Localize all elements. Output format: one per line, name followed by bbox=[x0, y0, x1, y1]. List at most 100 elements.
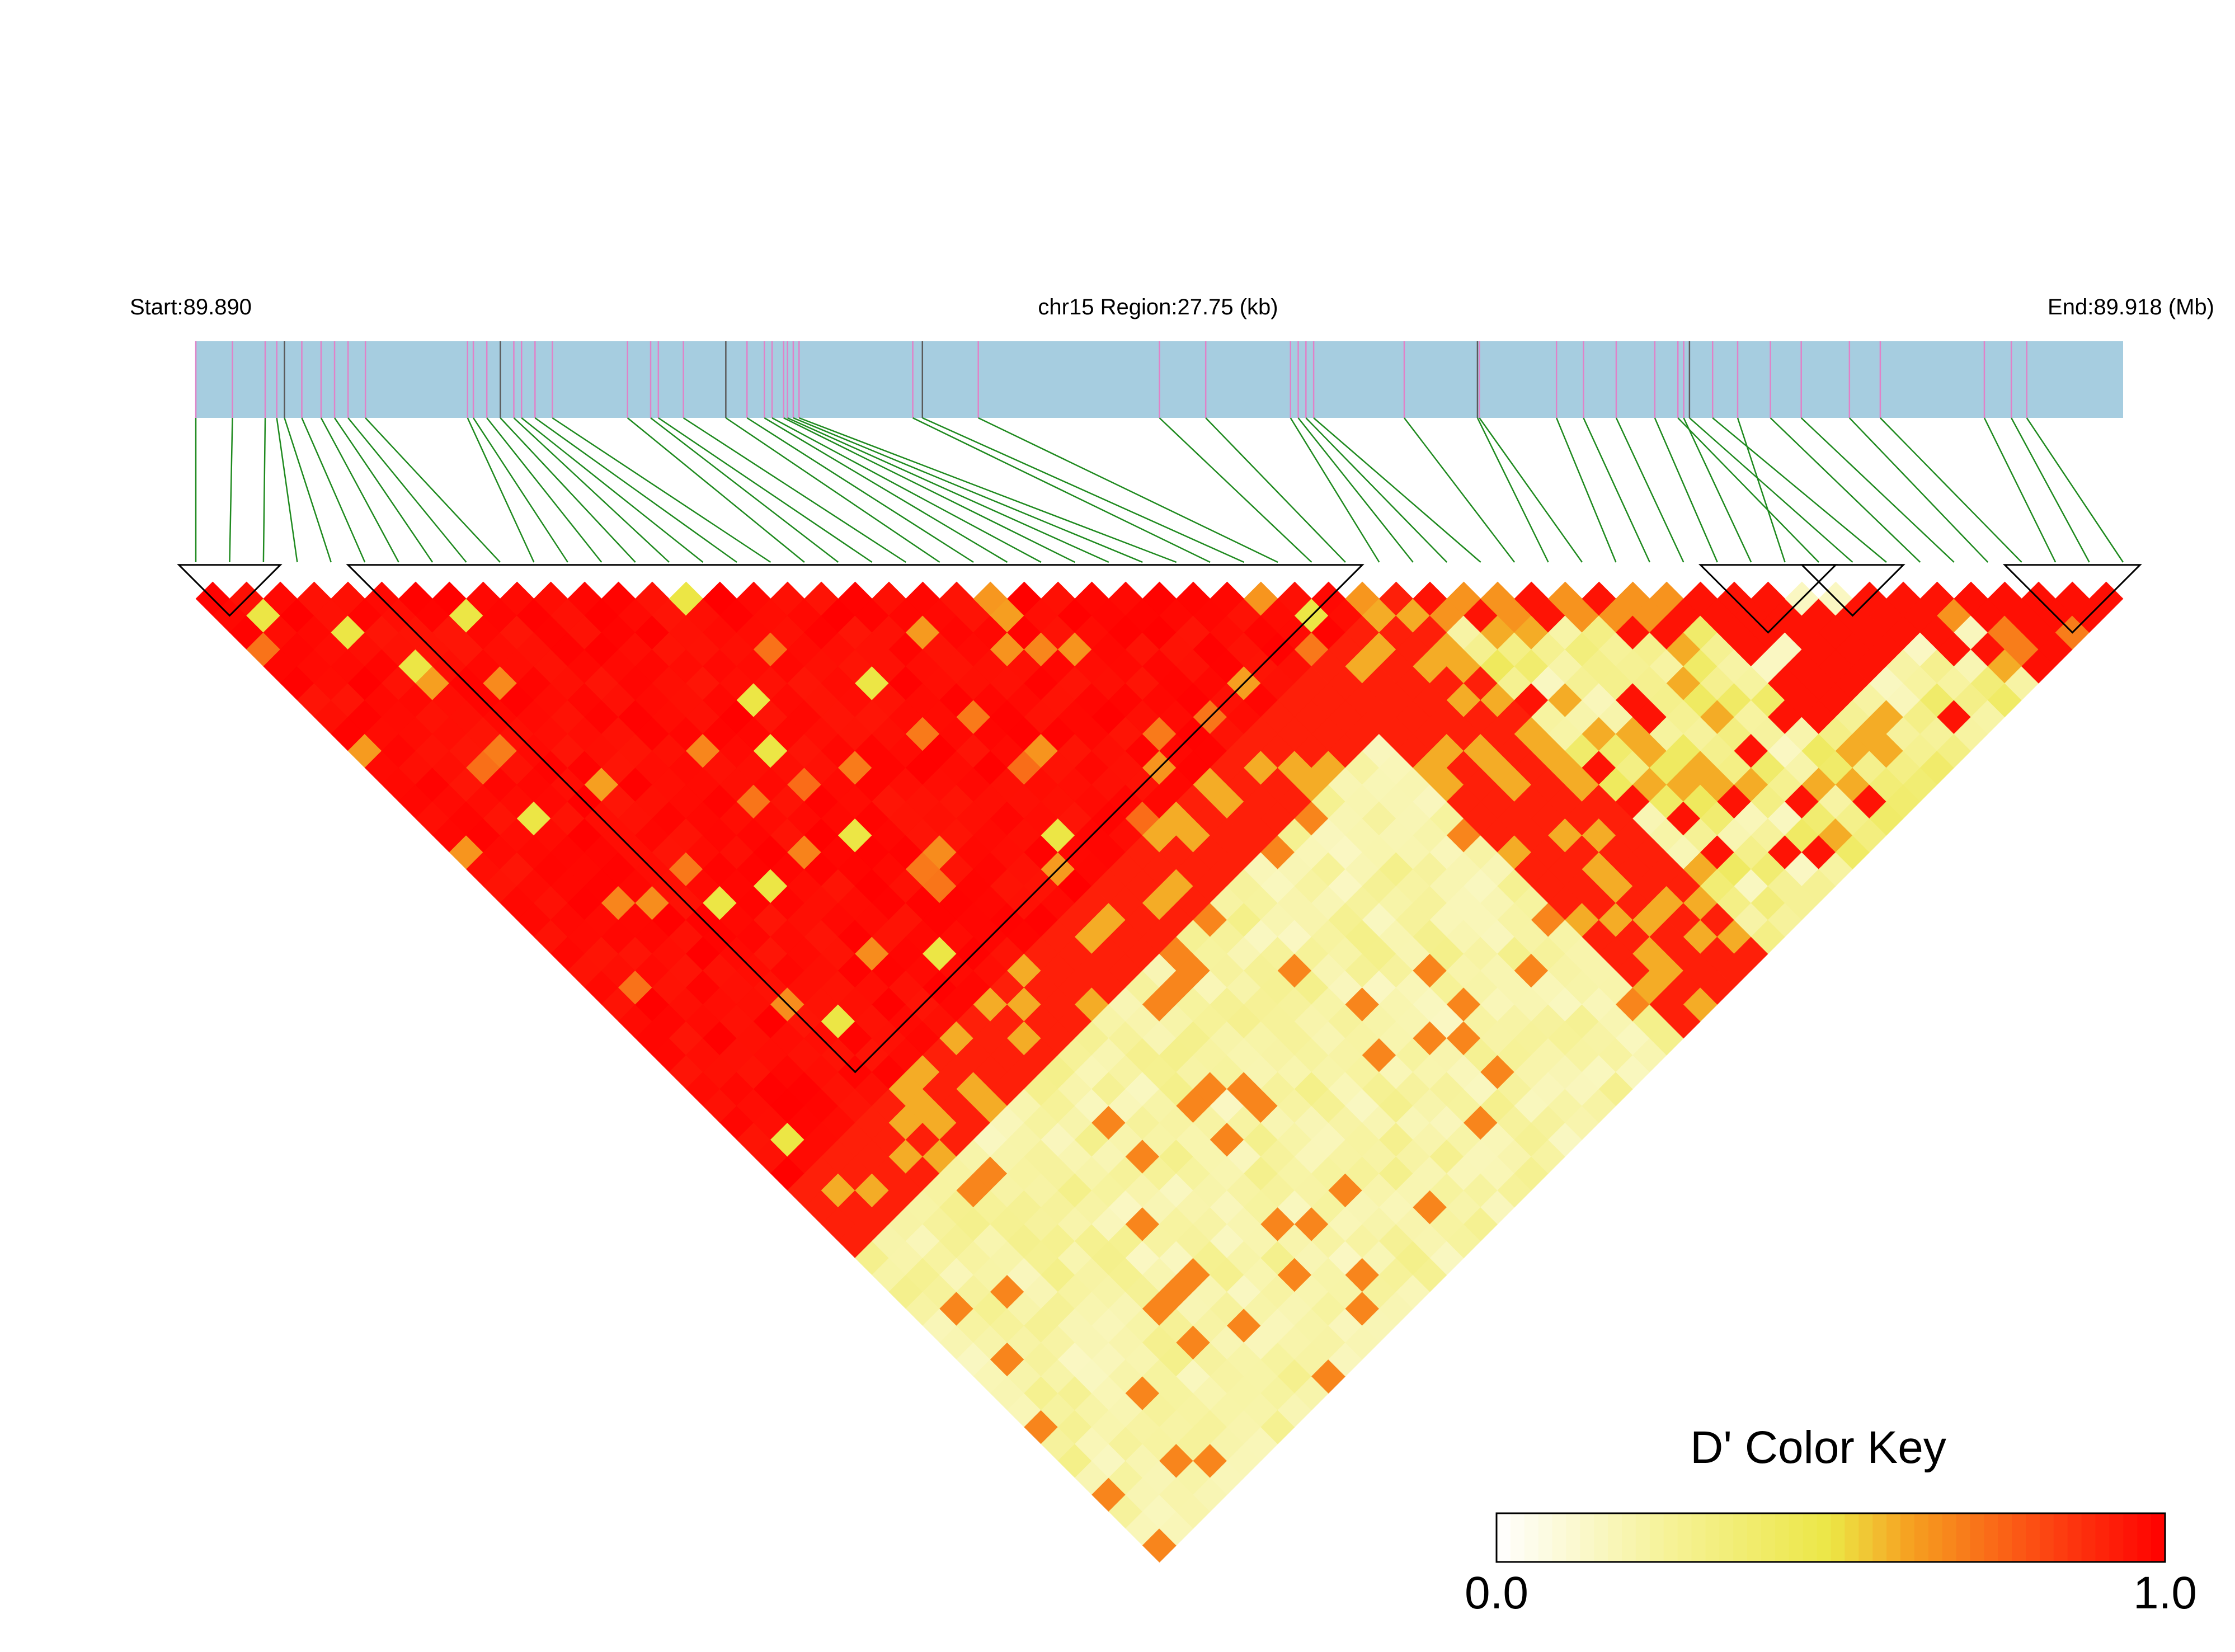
ld-heatmap bbox=[195, 581, 2124, 1563]
snp-connector bbox=[1313, 417, 1481, 563]
snp-connector bbox=[1615, 417, 1685, 563]
end-label: End:89.918 (Mb) bbox=[2048, 295, 2214, 319]
region-label: chr15 Region:27.75 (kb) bbox=[1038, 295, 1278, 319]
color-key-swatch bbox=[1761, 1513, 1776, 1562]
color-key-swatch bbox=[1608, 1513, 1622, 1562]
color-key-swatch bbox=[1524, 1513, 1539, 1562]
snp-connector bbox=[1205, 417, 1346, 563]
color-key-swatch bbox=[1886, 1513, 1901, 1562]
snp-connector bbox=[771, 417, 1042, 563]
color-key-swatch bbox=[1803, 1513, 1818, 1562]
snp-connector bbox=[1404, 417, 1516, 563]
color-key-swatch bbox=[1649, 1513, 1664, 1562]
chromosome-track bbox=[195, 341, 2123, 418]
color-key-swatch bbox=[2123, 1513, 2138, 1562]
color-key-frame bbox=[1495, 1512, 2166, 1563]
start-label: Start:89.890 bbox=[130, 295, 252, 319]
color-key-title: D' Color Key bbox=[1690, 1422, 1946, 1473]
snp-connector bbox=[725, 417, 940, 563]
snp-connector bbox=[793, 417, 1143, 563]
snp-connector bbox=[912, 417, 1211, 563]
color-key-swatch bbox=[1677, 1513, 1692, 1562]
snp-connector bbox=[1159, 417, 1312, 563]
color-key-swatch bbox=[2053, 1513, 2068, 1562]
snp-connector bbox=[1290, 417, 1380, 563]
snp-connector bbox=[473, 417, 568, 563]
color-key-swatch bbox=[1789, 1513, 1804, 1562]
color-key-swatch bbox=[1747, 1513, 1762, 1562]
snp-connector bbox=[627, 417, 805, 563]
snp-connector bbox=[1683, 417, 1752, 563]
color-key-swatch bbox=[1956, 1513, 1970, 1562]
snp-connector bbox=[683, 417, 906, 563]
color-key-swatch bbox=[1663, 1513, 1678, 1562]
snp-connector bbox=[1737, 417, 1786, 563]
snp-connector bbox=[229, 417, 233, 563]
color-key-swatch bbox=[1858, 1513, 1873, 1562]
snp-connector bbox=[521, 417, 704, 563]
color-key: D' Color Key 0.0 1.0 bbox=[1465, 1422, 2197, 1618]
snp-connector bbox=[1800, 417, 1955, 563]
haplotype-block bbox=[2002, 564, 2142, 634]
snp-connector bbox=[486, 417, 603, 563]
color-key-swatch bbox=[2067, 1513, 2082, 1562]
color-key-swatch bbox=[1510, 1513, 1525, 1562]
color-key-swatch bbox=[1705, 1513, 1720, 1562]
snp-connector bbox=[1712, 417, 1887, 563]
color-key-swatch bbox=[1984, 1513, 1998, 1562]
snp-connector bbox=[467, 417, 535, 563]
snp-connector bbox=[1297, 417, 1414, 563]
color-key-swatch bbox=[1552, 1513, 1566, 1562]
snp-connector bbox=[2026, 417, 2124, 563]
color-key-swatch bbox=[2039, 1513, 2054, 1562]
color-key-swatch bbox=[2095, 1513, 2110, 1562]
snp-ticks bbox=[195, 341, 2027, 418]
color-key-swatch bbox=[1970, 1513, 1984, 1562]
snp-connector bbox=[1983, 417, 2057, 563]
color-key-swatch bbox=[1733, 1513, 1748, 1562]
snp-connector bbox=[1479, 417, 1583, 563]
color-key-swatch bbox=[1914, 1513, 1929, 1562]
snp-connector bbox=[513, 417, 670, 563]
snp-connector bbox=[1848, 417, 1989, 563]
snp-connector bbox=[922, 417, 1245, 563]
color-key-swatch bbox=[2081, 1513, 2096, 1562]
color-key-swatch bbox=[1775, 1513, 1790, 1562]
snp-connector bbox=[783, 417, 1075, 563]
color-key-max-label: 1.0 bbox=[2133, 1568, 2197, 1618]
snp-connector bbox=[2011, 417, 2090, 563]
color-key-swatch bbox=[1538, 1513, 1553, 1562]
color-key-swatch bbox=[1845, 1513, 1859, 1562]
snp-connector bbox=[365, 417, 501, 563]
color-key-swatch bbox=[2026, 1513, 2040, 1562]
snp-connector bbox=[978, 417, 1278, 563]
snp-connector bbox=[1880, 417, 2022, 563]
snp-connector bbox=[262, 417, 266, 563]
snp-connector bbox=[1689, 417, 1853, 563]
color-key-swatch bbox=[2109, 1513, 2124, 1562]
color-key-swatch bbox=[1900, 1513, 1915, 1562]
color-key-swatch bbox=[2137, 1513, 2152, 1562]
snp-connector bbox=[1556, 417, 1617, 563]
snp-connector bbox=[798, 417, 1177, 563]
color-key-swatch bbox=[1872, 1513, 1887, 1562]
color-key-swatch bbox=[1928, 1513, 1943, 1562]
color-key-swatch bbox=[1594, 1513, 1608, 1562]
color-key-swatch bbox=[1831, 1513, 1845, 1562]
haplotype-blocks bbox=[177, 564, 2142, 1074]
snp-connector bbox=[347, 417, 467, 563]
color-key-swatch bbox=[1719, 1513, 1734, 1562]
color-key-swatch bbox=[1817, 1513, 1831, 1562]
haplotype-block bbox=[346, 564, 1364, 1074]
snp-connector bbox=[334, 417, 434, 563]
color-key-swatch bbox=[1580, 1513, 1594, 1562]
snp-connector bbox=[658, 417, 873, 563]
snp-connector bbox=[500, 417, 636, 563]
snp-connector bbox=[552, 417, 771, 563]
snp-connector bbox=[746, 417, 974, 563]
snp-connector bbox=[301, 417, 366, 563]
color-key-swatch bbox=[1635, 1513, 1650, 1562]
snp-connector bbox=[764, 417, 1008, 563]
color-key-swatch bbox=[1691, 1513, 1706, 1562]
